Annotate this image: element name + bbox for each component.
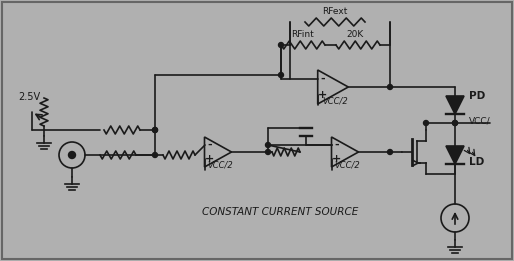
Text: VCC/: VCC/: [469, 117, 491, 126]
Text: +: +: [205, 155, 214, 164]
Circle shape: [153, 152, 157, 157]
Text: VCC/2: VCC/2: [334, 161, 360, 170]
Polygon shape: [446, 146, 464, 164]
Circle shape: [388, 85, 393, 90]
Text: PD: PD: [469, 91, 485, 101]
Text: LD: LD: [469, 157, 484, 167]
Circle shape: [279, 43, 284, 48]
Text: -: -: [207, 139, 212, 150]
Circle shape: [266, 143, 270, 147]
Circle shape: [424, 121, 429, 126]
Polygon shape: [446, 96, 464, 114]
Circle shape: [153, 128, 157, 133]
Circle shape: [452, 121, 457, 126]
Text: +: +: [318, 91, 327, 100]
Text: CONSTANT CURRENT SOURCE: CONSTANT CURRENT SOURCE: [202, 207, 358, 217]
Text: -: -: [334, 139, 339, 150]
Text: 20K: 20K: [346, 30, 363, 39]
FancyBboxPatch shape: [2, 2, 512, 259]
Text: 2.5V: 2.5V: [18, 92, 40, 102]
Text: -: -: [320, 74, 325, 84]
Circle shape: [153, 128, 157, 133]
Text: RFint: RFint: [290, 30, 314, 39]
Text: VCC/2: VCC/2: [207, 161, 233, 170]
Text: VCC/2: VCC/2: [322, 96, 348, 105]
Text: RFext: RFext: [322, 7, 347, 16]
Circle shape: [279, 73, 284, 78]
Text: +: +: [332, 155, 341, 164]
Circle shape: [266, 150, 270, 155]
Circle shape: [388, 150, 393, 155]
Circle shape: [68, 151, 76, 158]
Circle shape: [452, 121, 457, 126]
